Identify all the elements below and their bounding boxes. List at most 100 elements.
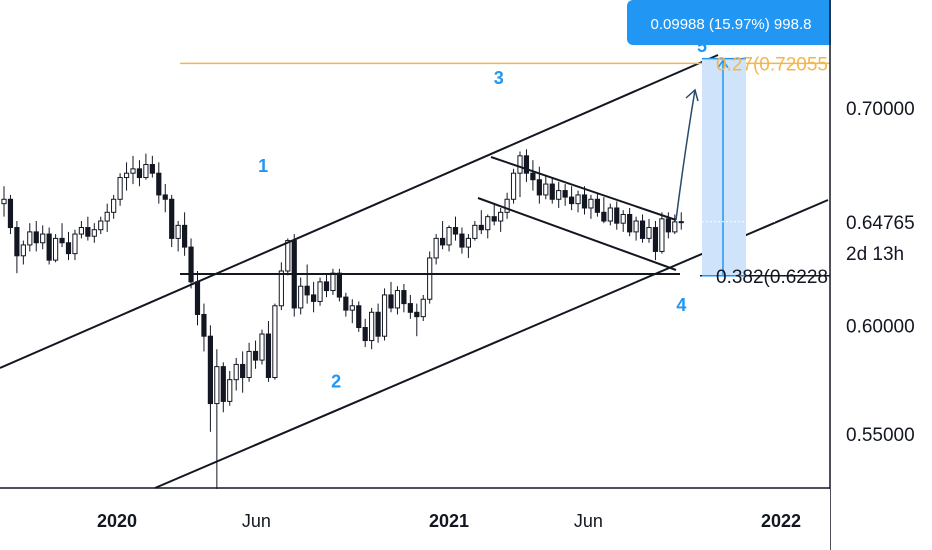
candle-body[interactable] <box>285 240 291 272</box>
wave4-upper-line[interactable] <box>490 156 677 221</box>
candle-body[interactable] <box>33 231 39 244</box>
candle-body[interactable] <box>362 327 368 342</box>
candle-body[interactable] <box>7 198 14 229</box>
candle-body[interactable] <box>356 305 362 329</box>
candle-body[interactable] <box>72 233 78 255</box>
candle-body[interactable] <box>510 172 517 200</box>
candle-body[interactable] <box>665 218 671 233</box>
candle-body[interactable] <box>652 227 659 252</box>
candle-body[interactable] <box>465 237 471 248</box>
candle-body[interactable] <box>65 242 72 255</box>
candle-body[interactable] <box>388 294 394 309</box>
candle-body[interactable] <box>614 207 620 224</box>
candle-body[interactable] <box>304 285 310 296</box>
candle-body[interactable] <box>517 155 523 174</box>
candle-body[interactable] <box>265 333 272 378</box>
candle-body[interactable] <box>349 305 355 311</box>
candle-body[interactable] <box>491 216 497 222</box>
candle-body[interactable] <box>407 303 413 313</box>
candle-body[interactable] <box>111 198 117 213</box>
candle-body[interactable] <box>562 190 568 198</box>
candle-body[interactable] <box>130 168 136 174</box>
candle-body[interactable] <box>343 296 349 311</box>
upper-channel-line[interactable] <box>0 54 719 369</box>
candle-body[interactable] <box>504 198 510 213</box>
candle-body[interactable] <box>478 224 484 231</box>
candle-body[interactable] <box>20 244 26 257</box>
time-axis[interactable]: 2020 Jun 2021 Jun 2022 <box>0 487 830 550</box>
candle-body[interactable] <box>201 313 207 337</box>
candle-body[interactable] <box>633 220 639 233</box>
candle-body[interactable] <box>427 257 433 300</box>
candle-body[interactable] <box>298 285 304 309</box>
candle-body[interactable] <box>639 220 646 239</box>
candle-body[interactable] <box>678 221 684 224</box>
candle-body[interactable] <box>336 272 342 298</box>
candle-body[interactable] <box>259 333 265 361</box>
wave-label-2[interactable]: 2 <box>331 371 341 391</box>
candle-body[interactable] <box>104 211 110 222</box>
candle-body[interactable] <box>330 272 336 292</box>
candle-body[interactable] <box>401 290 407 305</box>
candle-body[interactable] <box>246 350 252 378</box>
candle-body[interactable] <box>136 168 143 179</box>
candle-body[interactable] <box>420 298 426 318</box>
wave-label-1[interactable]: 1 <box>258 156 268 176</box>
candle-body[interactable] <box>530 172 536 181</box>
candle-body[interactable] <box>575 194 581 205</box>
wave-label-5[interactable]: 5 <box>697 36 707 56</box>
candle-body[interactable] <box>459 233 465 248</box>
candle-body[interactable] <box>169 198 175 239</box>
candle-body[interactable] <box>317 281 323 302</box>
candle-body[interactable] <box>394 290 401 309</box>
candle-body[interactable] <box>311 294 317 302</box>
candle-body[interactable] <box>143 164 149 179</box>
candle-body[interactable] <box>627 213 633 233</box>
candle-body[interactable] <box>40 233 46 244</box>
candle-body[interactable] <box>1 198 7 205</box>
candle-body[interactable] <box>601 211 607 222</box>
candle-body[interactable] <box>556 190 562 200</box>
candle-body[interactable] <box>182 224 188 248</box>
candle-body[interactable] <box>523 155 530 174</box>
candle-body[interactable] <box>149 164 155 174</box>
candle-body[interactable] <box>156 172 162 196</box>
candle-body[interactable] <box>53 237 59 261</box>
candle-body[interactable] <box>220 366 226 402</box>
candle-body[interactable] <box>581 194 588 209</box>
projection-arrow-path[interactable] <box>675 89 696 221</box>
candle-body[interactable] <box>27 231 33 246</box>
candle-body[interactable] <box>620 213 626 224</box>
candle-body[interactable] <box>252 350 259 361</box>
candle-body[interactable] <box>175 224 181 239</box>
candle-body[interactable] <box>98 220 104 231</box>
candle-body[interactable] <box>214 366 220 405</box>
candle-body[interactable] <box>498 211 504 222</box>
candle-body[interactable] <box>440 237 446 246</box>
candle-body[interactable] <box>659 218 665 252</box>
price-axis[interactable]: 0.70000 0.60000 0.55000 0.64765 2d 13h <box>829 0 932 550</box>
candle-body[interactable] <box>375 311 381 337</box>
wave-label-4[interactable]: 4 <box>676 295 686 315</box>
candle-body[interactable] <box>646 227 652 239</box>
candle-body[interactable] <box>381 294 388 337</box>
candle-body[interactable] <box>588 198 594 209</box>
candle-body[interactable] <box>278 270 284 307</box>
candle-body[interactable] <box>452 227 459 235</box>
wave4-lower-line[interactable] <box>477 197 677 271</box>
candle-body[interactable] <box>594 198 600 213</box>
candle-body[interactable] <box>188 246 194 283</box>
candle-body[interactable] <box>536 179 542 196</box>
candle-body[interactable] <box>369 311 375 342</box>
candle-body[interactable] <box>85 227 91 237</box>
candle-body[interactable] <box>59 237 65 244</box>
candle-body[interactable] <box>162 194 168 200</box>
candle-body[interactable] <box>272 305 278 378</box>
candle-body[interactable] <box>569 196 575 205</box>
measure-box[interactable] <box>702 58 746 276</box>
candle-body[interactable] <box>549 183 555 200</box>
candle-body[interactable] <box>414 311 420 318</box>
candle-body[interactable] <box>78 227 85 235</box>
candle-body[interactable] <box>233 363 239 381</box>
candle-body[interactable] <box>472 224 478 239</box>
